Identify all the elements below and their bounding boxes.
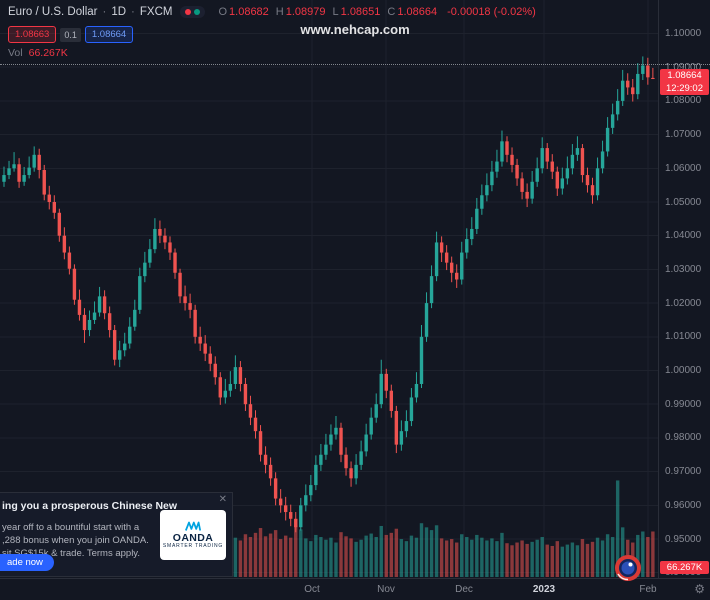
spread-value: 0.1 <box>60 27 81 42</box>
time-axis[interactable]: ⚙ Oct Nov Dec 2023 Feb <box>0 578 710 600</box>
price-dotted-line[interactable] <box>0 63 710 65</box>
close-icon[interactable]: ✕ <box>218 494 227 505</box>
bar-countdown: 12:29:02 <box>666 82 703 94</box>
oanda-logo-card: OANDA SMARTER TRADING <box>160 510 226 560</box>
price-axis-label: 0.95000 <box>665 533 702 545</box>
price-axis-label: 1.04000 <box>665 230 702 242</box>
price-axis-label: 1.08000 <box>665 95 702 107</box>
ad-text-line: year off to a bountiful start with a <box>2 522 140 533</box>
open-label: O <box>218 6 228 18</box>
candlestick-layer <box>2 56 655 533</box>
grid-layer <box>0 0 658 578</box>
site-logo-badge <box>615 555 641 581</box>
separator: · <box>102 6 107 18</box>
sell-dot-icon <box>185 9 192 15</box>
ohlc-readout: O 1.08682 H 1.08979 L 1.08651 C 1.08664 <box>213 6 437 18</box>
price-axis-label: 0.96000 <box>665 499 702 511</box>
price-axis-label: 0.98000 <box>665 432 702 444</box>
volume-value: 66.267K <box>28 47 68 59</box>
volume-axis-badge: 66.267K <box>660 561 709 574</box>
watermark-url: www.nehcap.com <box>300 22 410 37</box>
price-axis-label: 1.03000 <box>665 263 702 275</box>
price-change: -0.00018 (-0.02%) <box>447 6 536 18</box>
ad-banner[interactable]: ✕ ing you a prosperous Chinese New year … <box>0 492 233 577</box>
oanda-wordmark: OANDA <box>172 532 214 544</box>
ad-headline: ing you a prosperous Chinese New <box>2 500 178 512</box>
time-axis-label: Nov <box>377 584 395 595</box>
price-axis-label: 1.01000 <box>665 331 702 343</box>
open-value: 1.08682 <box>229 6 269 18</box>
price-axis-label: 0.99000 <box>665 398 702 410</box>
chart-legend: Euro / U.S. Dollar · 1D · FXCM O 1.08682 … <box>8 6 536 18</box>
time-axis-label: Oct <box>304 584 320 595</box>
ad-text-line: sit SG$15k & trade. Terms apply. <box>2 548 140 559</box>
price-axis-label: 1.09000 <box>665 61 702 73</box>
time-axis-label: 2023 <box>532 584 556 595</box>
trade-now-button[interactable]: ade now <box>0 554 54 571</box>
price-axis[interactable]: 1.08664 12:29:02 66.267K 1.10000 1.09000 1… <box>658 0 710 578</box>
time-axis-label: Dec <box>455 584 473 595</box>
gear-icon[interactable]: ⚙ <box>694 582 705 596</box>
price-axis-label: 1.06000 <box>665 162 702 174</box>
symbol-title[interactable]: Euro / U.S. Dollar <box>8 6 98 18</box>
oanda-icon <box>185 521 201 531</box>
buy-sell-widget: 1.08663 0.1 1.08664 <box>8 26 134 43</box>
separator: · <box>131 6 135 18</box>
buy-dot-icon <box>194 9 201 15</box>
volume-label: Vol <box>8 47 23 59</box>
price-axis-label: 1.02000 <box>665 297 702 309</box>
buy-price-button[interactable]: 1.08664 <box>84 26 134 43</box>
volume-legend: Vol 66.267K <box>8 47 68 59</box>
oanda-tagline: SMARTER TRADING <box>162 543 224 549</box>
current-price-badge: 1.08664 12:29:02 <box>660 68 709 95</box>
sell-price-button[interactable]: 1.08663 <box>8 26 57 43</box>
price-axis-label: 1.10000 <box>665 28 702 39</box>
low-value: 1.08651 <box>340 6 381 18</box>
low-label: L <box>332 6 339 18</box>
close-label: C <box>387 6 396 18</box>
current-price-value: 1.08664 <box>667 69 702 81</box>
price-axis-label: 1.00000 <box>665 365 702 376</box>
exchange-label[interactable]: FXCM <box>139 6 173 18</box>
price-axis-label: 0.97000 <box>665 466 702 478</box>
ad-text-line: ,288 bonus when you join OANDA. <box>2 535 149 546</box>
market-status-toggle[interactable] <box>180 6 206 18</box>
interval-label[interactable]: 1D <box>111 6 127 18</box>
price-axis-label: 1.05000 <box>665 196 702 208</box>
close-value: 1.08664 <box>397 6 438 18</box>
time-axis-label: Feb <box>639 584 657 595</box>
high-value: 1.08979 <box>285 6 326 18</box>
price-axis-label: 1.07000 <box>665 129 702 141</box>
high-label: H <box>275 6 284 18</box>
